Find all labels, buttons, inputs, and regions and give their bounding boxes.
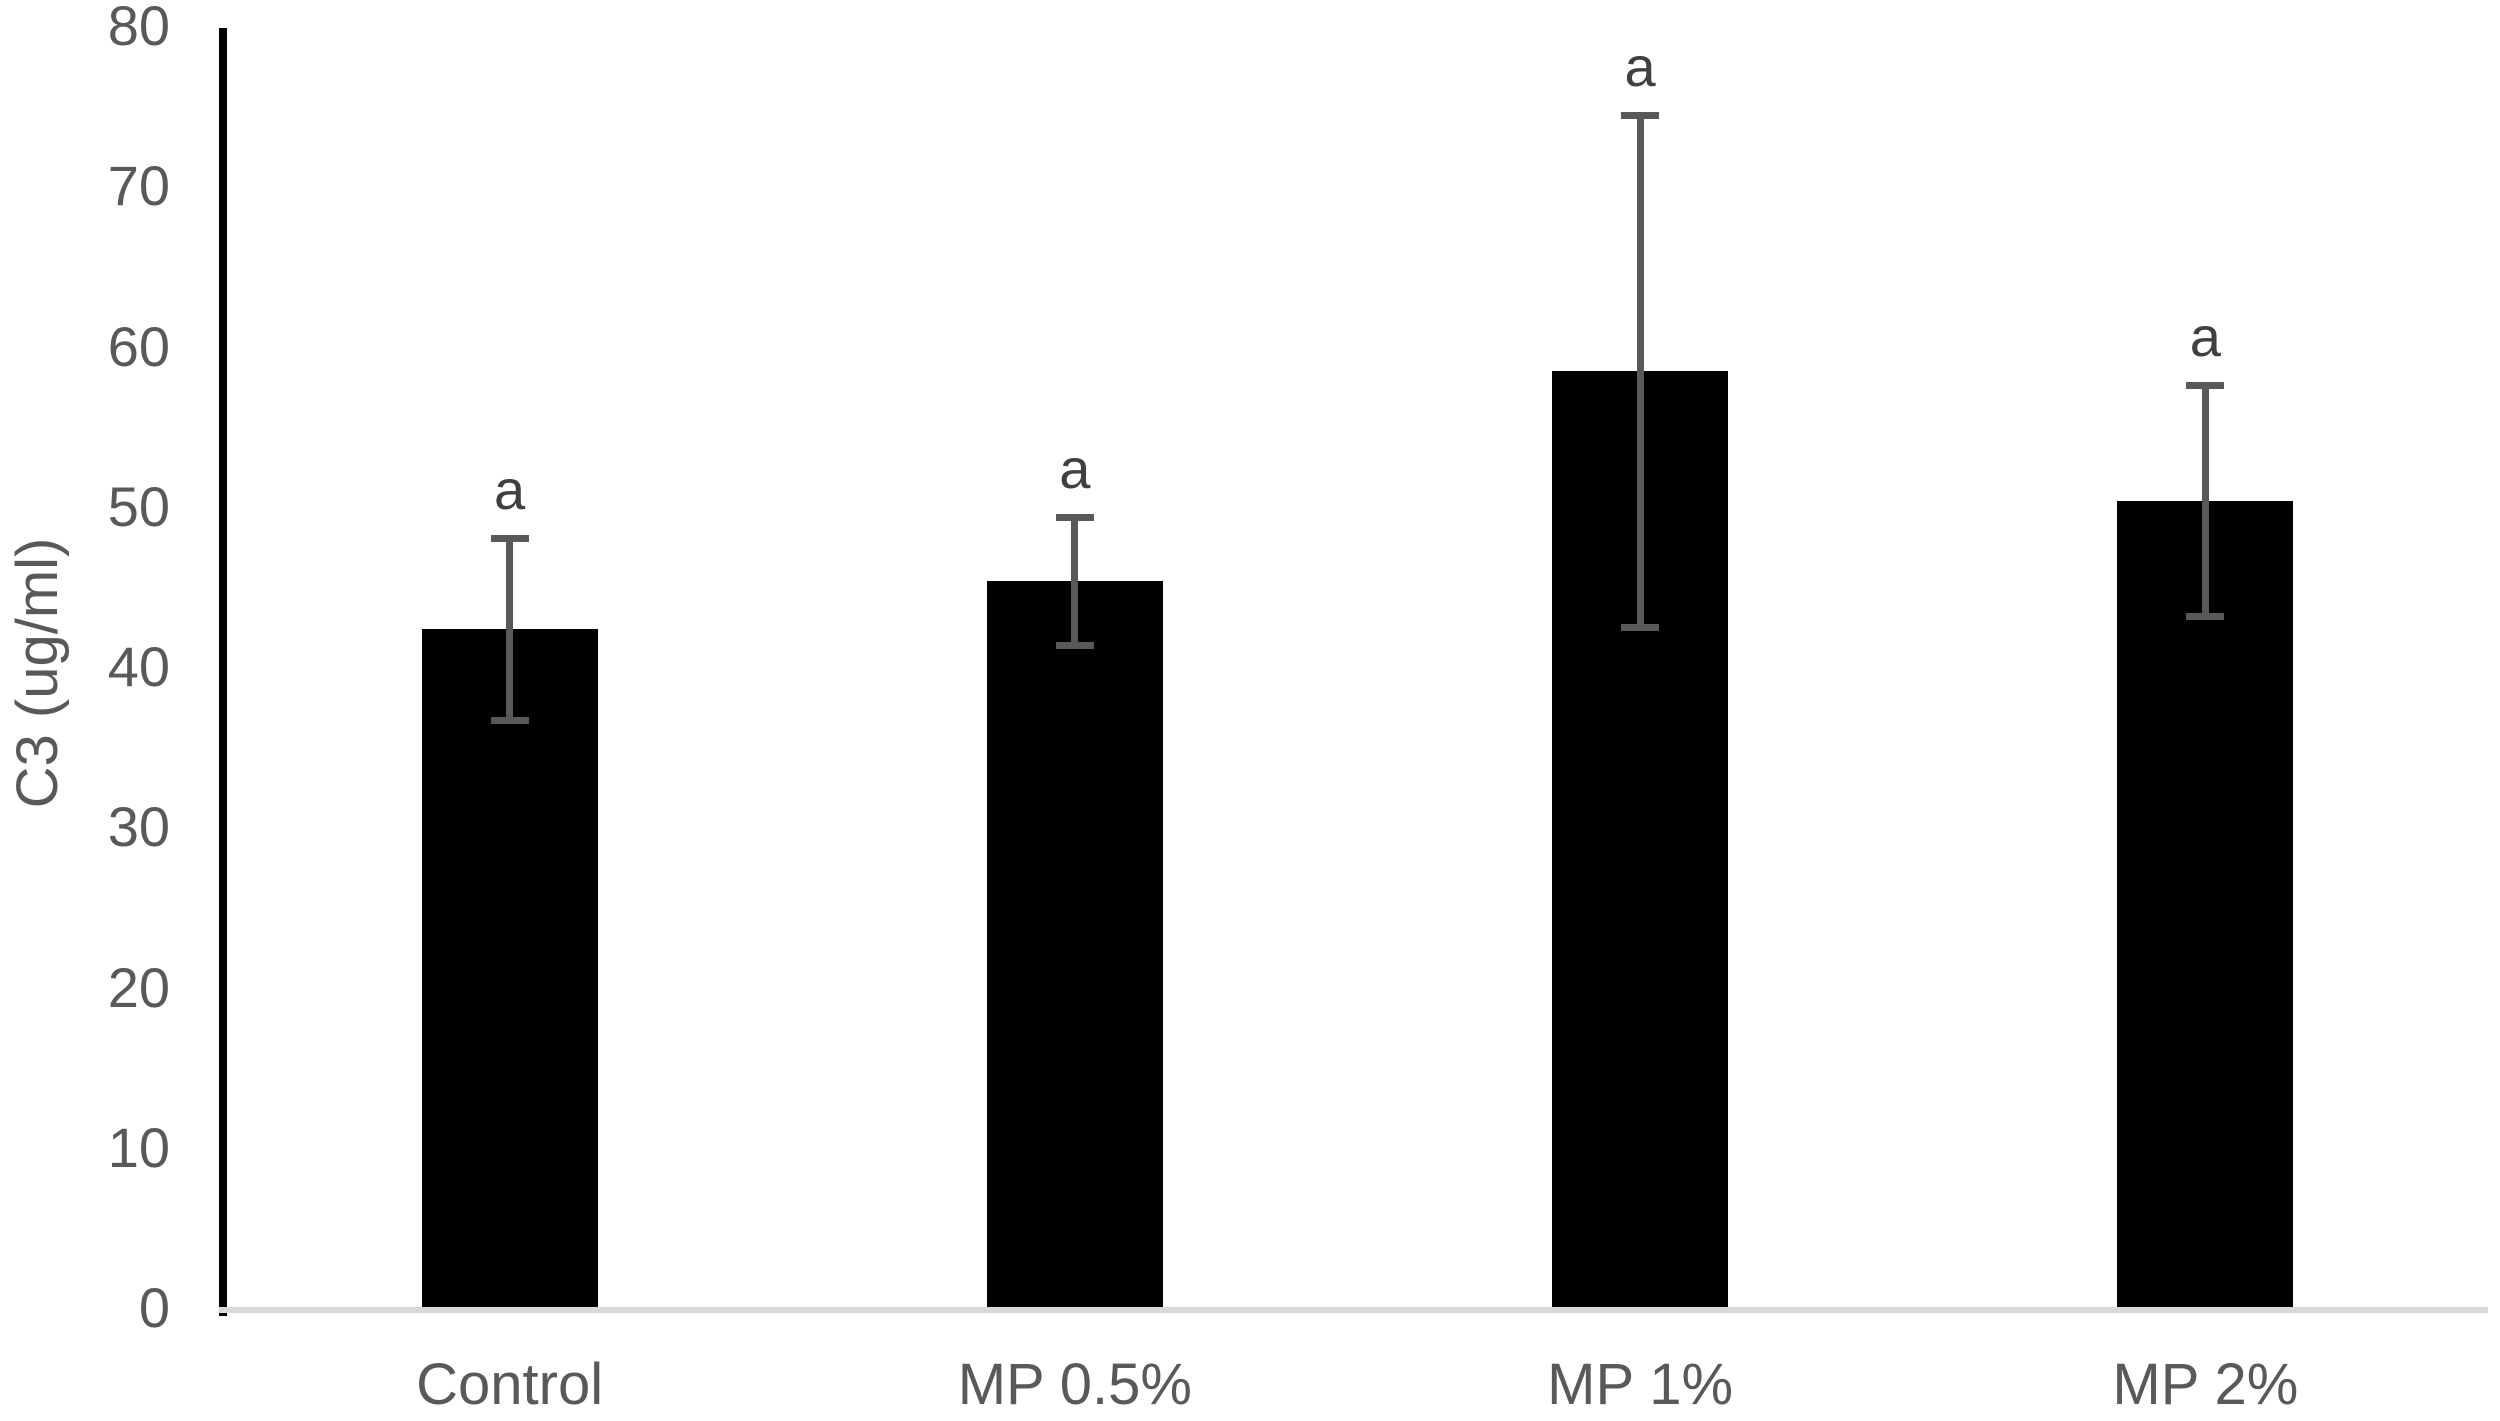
significance-label: a [494, 457, 526, 521]
y-axis-tick-label: 30 [107, 795, 170, 859]
significance-label: a [2189, 305, 2221, 369]
y-axis-line [219, 28, 227, 1316]
error-bar-stem [506, 537, 514, 721]
x-axis-category-label: Control [416, 1352, 604, 1417]
y-axis-tick-label: 50 [107, 474, 170, 538]
error-bar-cap-top [1621, 111, 1660, 119]
error-bar-stem [1071, 516, 1079, 645]
error-bar-cap-bottom [490, 717, 529, 725]
y-axis-tick-label: 40 [107, 635, 170, 698]
bar [421, 628, 598, 1307]
y-axis-tick-label: 60 [107, 314, 170, 378]
error-bar-cap-top [2186, 382, 2225, 390]
error-bar-cap-bottom [1055, 641, 1094, 649]
error-bar-stem [2201, 385, 2209, 617]
bar [986, 580, 1163, 1307]
x-axis-category-label: MP 1% [1547, 1352, 1734, 1417]
error-bar-cap-top [490, 534, 529, 542]
y-axis-tick-label: 20 [107, 955, 170, 1019]
y-axis-tick-label: 0 [138, 1276, 170, 1339]
x-axis-baseline [219, 1307, 2488, 1313]
error-bar-cap-bottom [2186, 613, 2225, 621]
x-axis-category-label: MP 2% [2112, 1352, 2299, 1417]
error-bar-cap-top [1055, 513, 1094, 521]
y-axis-tick-label: 80 [107, 0, 170, 57]
error-bar-cap-bottom [1621, 624, 1660, 632]
bar [2117, 500, 2294, 1307]
error-bar-stem [1636, 114, 1644, 628]
significance-label: a [1624, 34, 1656, 98]
y-axis-tick-label: 70 [107, 154, 170, 218]
x-axis-category-label: MP 0.5% [957, 1352, 1192, 1417]
y-axis-tick-label: 10 [107, 1115, 170, 1179]
significance-label: a [1059, 436, 1091, 500]
